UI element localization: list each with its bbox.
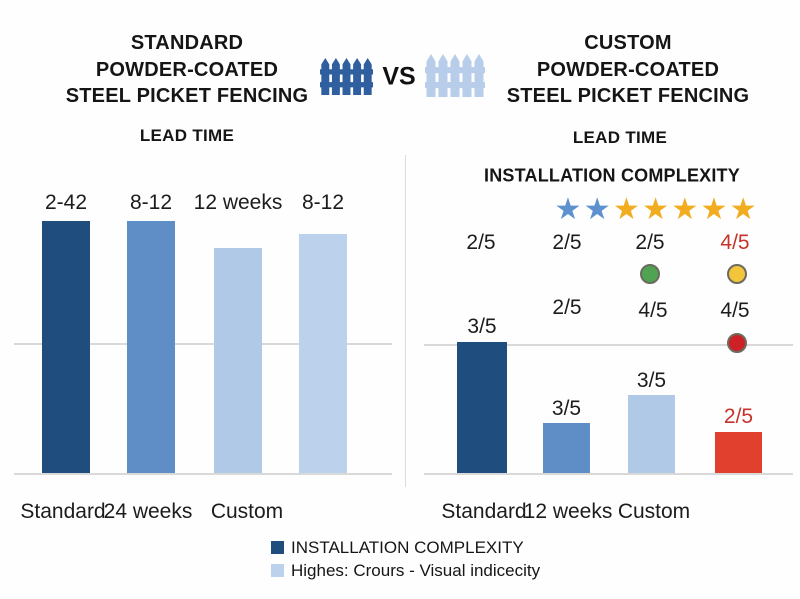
legend-item-highes-crours: Highes: Crours - Visual indicecity xyxy=(271,559,540,582)
legend-item-installation-complexity: INSTALLATION COMPLEXITY xyxy=(271,536,540,559)
standard-bar-1 xyxy=(42,221,90,473)
standard-bar-4 xyxy=(299,234,347,473)
title-line: POWDER-COATED xyxy=(536,58,720,81)
custom-bar-label-3: 3/5 xyxy=(636,369,667,392)
standard-bar-label-1: 2-42 xyxy=(44,191,88,214)
custom-bar-2 xyxy=(543,423,590,473)
gold-star-icon: ★ xyxy=(642,193,670,226)
title-line: CUSTOM xyxy=(584,32,672,54)
custom-x-label-1: Standard xyxy=(441,500,527,523)
gold-star-icon: ★ xyxy=(671,193,699,226)
standard-x-label-3: Custom xyxy=(210,500,284,523)
gold-star-icon: ★ xyxy=(612,193,640,226)
complexity-rating-3: 2/5 xyxy=(635,231,665,254)
standard-bar-3 xyxy=(214,248,262,473)
red-circle-icon xyxy=(727,333,747,353)
custom-product-title: CUSTOM POWDER-COATED STEEL PICKET FENCIN… xyxy=(478,30,778,110)
yellow-circle-icon xyxy=(727,264,747,284)
custom-bar-label-1: 3/5 xyxy=(467,315,497,338)
title-line: STEEL PICKET FENCING xyxy=(506,85,750,107)
complexity-rating-1: 2/5 xyxy=(466,231,496,254)
standard-chart-baseline xyxy=(14,473,392,475)
legend-swatch-light-blue xyxy=(271,564,284,577)
complexity-rating-5: 2/5 xyxy=(552,296,582,319)
complexity-rating-2: 2/5 xyxy=(552,231,582,254)
standard-bar-label-4: 8-12 xyxy=(301,191,345,214)
standard-product-title: STANDARD POWDER-COATED STEEL PICKET FENC… xyxy=(37,30,337,110)
legend-label: INSTALLATION COMPLEXITY xyxy=(291,537,524,557)
panel-divider xyxy=(405,155,406,487)
custom-chart-gridline xyxy=(424,344,793,346)
standard-bar-label-2: 8-12 xyxy=(129,191,173,214)
vs-label: VS xyxy=(382,62,416,91)
title-line: STEEL PICKET FENCING xyxy=(65,85,309,107)
complexity-rating-6: 4/5 xyxy=(638,299,668,322)
lead-time-heading-right: LEAD TIME xyxy=(572,128,668,147)
lead-time-heading-left: LEAD TIME xyxy=(139,126,235,145)
custom-x-label-2: 12 weeks xyxy=(523,500,613,523)
custom-x-label-3: Custom xyxy=(617,500,691,523)
custom-bar-label-2: 3/5 xyxy=(551,397,582,420)
installation-complexity-heading: INSTALLATION COMPLEXITY xyxy=(484,165,740,186)
standard-fence-icon xyxy=(320,58,373,95)
gold-star-icon: ★ xyxy=(700,193,728,226)
standard-bar-label-3: 12 weeks xyxy=(193,191,283,214)
complexity-rating-4: 4/5 xyxy=(720,231,750,254)
standard-bar-2 xyxy=(127,221,175,473)
blue-star-icon: ★ xyxy=(583,193,611,226)
complexity-rating-7: 4/5 xyxy=(720,299,750,322)
custom-bar-label-4: 2/5 xyxy=(723,405,754,428)
title-line: POWDER-COATED xyxy=(95,58,279,81)
custom-fence-icon xyxy=(425,54,485,97)
custom-chart-baseline xyxy=(424,473,793,475)
standard-x-label-1: Standard xyxy=(20,500,106,523)
blue-star-icon: ★ xyxy=(554,193,582,226)
custom-bar-3 xyxy=(628,395,675,473)
green-circle-icon xyxy=(640,264,660,284)
standard-chart-gridline xyxy=(14,343,392,345)
standard-x-label-2: 24 weeks xyxy=(103,500,193,523)
custom-bar-4 xyxy=(715,432,762,473)
legend: INSTALLATION COMPLEXITY Highes: Crours -… xyxy=(271,536,540,582)
title-line: STANDARD xyxy=(130,32,244,54)
gold-star-icon: ★ xyxy=(729,193,757,226)
legend-swatch-dark-blue xyxy=(271,541,284,554)
custom-bar-1 xyxy=(457,342,507,473)
legend-label: Highes: Crours - Visual indicecity xyxy=(291,560,541,580)
